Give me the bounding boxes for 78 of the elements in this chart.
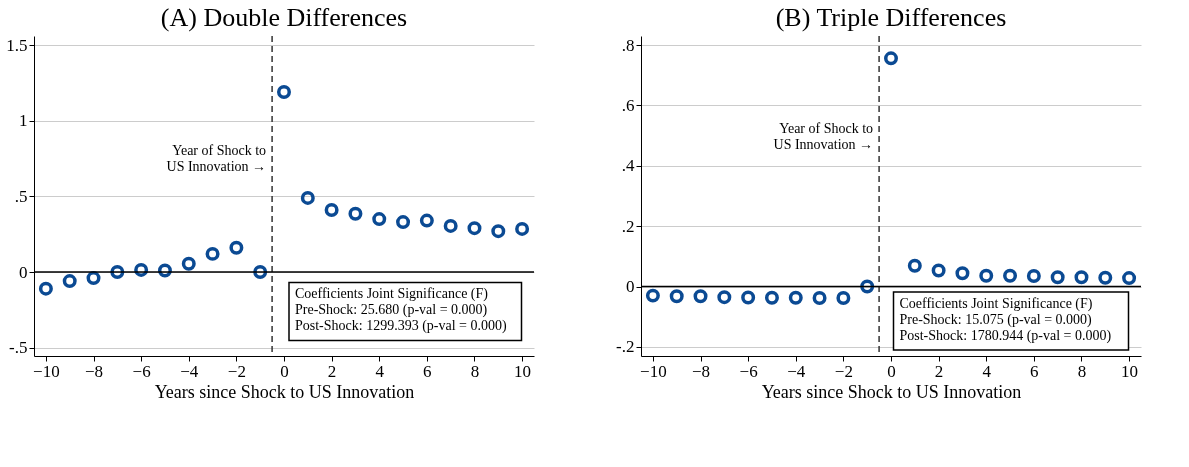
annotation: Coefficients Joint Significance (F) Pre-Shock: 25.680 (p-val = 0.000) Post-Shock: 1299.393 (p-val = 0.000) xyxy=(295,286,507,335)
point xyxy=(419,213,434,228)
x-tick-label: 2 xyxy=(934,361,944,381)
x-tick-label: 4 xyxy=(375,361,385,381)
x-tick-label: 10 xyxy=(1121,361,1139,381)
x-tick-label: 6 xyxy=(1030,361,1039,381)
point xyxy=(277,85,291,99)
point xyxy=(1074,270,1089,285)
y-tick-label: 0 xyxy=(19,262,28,282)
chart-title: (A) Double Differences xyxy=(160,3,408,33)
point xyxy=(205,246,220,261)
x-tick-label: −2 xyxy=(834,361,853,381)
x-tick-label: 10 xyxy=(514,361,532,381)
point xyxy=(1122,271,1137,286)
ref-line-label: Year of Shock to US Innovation → xyxy=(166,143,267,175)
point xyxy=(229,240,244,255)
y-tick-label: 1 xyxy=(19,111,28,131)
point xyxy=(443,218,458,233)
x-tick-label: 8 xyxy=(470,361,480,381)
point xyxy=(324,203,339,217)
x-tick-label: −8 xyxy=(84,361,104,381)
x-tick-label: −6 xyxy=(132,361,151,381)
chart-title: (B) Triple Differences xyxy=(775,3,1007,33)
point xyxy=(955,266,970,281)
point xyxy=(38,281,53,296)
x-tick-label: −2 xyxy=(227,361,246,381)
point xyxy=(86,271,101,286)
x-tick-label: −4 xyxy=(787,361,806,381)
point xyxy=(467,221,482,236)
point xyxy=(396,215,411,230)
x-tick-label: −4 xyxy=(180,361,199,381)
point xyxy=(979,268,994,283)
point xyxy=(181,256,196,271)
point xyxy=(812,291,827,306)
x-axis-title: Years since Shock to US Innovation xyxy=(154,381,415,402)
x-tick-label: 8 xyxy=(1077,361,1087,381)
y-tick-label: 0 xyxy=(626,277,635,297)
point xyxy=(372,212,387,227)
y-tick-label: .5 xyxy=(14,186,28,206)
point xyxy=(1050,270,1065,285)
point xyxy=(300,190,315,205)
point xyxy=(515,221,530,236)
x-axis-title: Years since Shock to US Innovation xyxy=(761,381,1022,402)
point xyxy=(907,258,922,273)
point xyxy=(348,206,363,221)
y-tick-label: .2 xyxy=(621,216,635,236)
point xyxy=(1098,270,1113,285)
y-tick-label: -.5 xyxy=(9,338,28,358)
point xyxy=(1003,268,1018,283)
point xyxy=(764,290,779,305)
x-tick-label: 0 xyxy=(887,361,896,381)
point xyxy=(491,224,506,239)
x-tick-label: 6 xyxy=(423,361,432,381)
point xyxy=(1026,269,1041,283)
point xyxy=(931,263,946,278)
x-tick-label: 4 xyxy=(982,361,992,381)
annotation: Coefficients Joint Significance (F) Pre-Shock: 15.075 (p-val = 0.000) Post-Shock: 1780.944 (p-val = 0.000) xyxy=(899,296,1112,344)
ref-line-label: Year of Shock to US Innovation → xyxy=(773,120,874,152)
y-tick-label: .4 xyxy=(621,156,635,176)
x-tick-label: −10 xyxy=(33,361,60,381)
y-tick-label: .6 xyxy=(621,95,635,115)
x-tick-label: 0 xyxy=(280,361,289,381)
point xyxy=(836,291,851,306)
x-tick-label: 2 xyxy=(327,361,337,381)
y-tick-label: -.2 xyxy=(616,337,635,357)
point xyxy=(788,290,803,305)
point xyxy=(62,274,77,289)
point xyxy=(884,51,898,66)
x-tick-label: −8 xyxy=(691,361,711,381)
point xyxy=(717,290,732,305)
point xyxy=(693,289,708,304)
y-tick-label: .8 xyxy=(621,35,635,55)
point xyxy=(645,288,660,303)
x-tick-label: −10 xyxy=(640,361,667,381)
x-tick-label: −6 xyxy=(739,361,758,381)
y-tick-label: 1.5 xyxy=(6,35,28,55)
point xyxy=(669,289,684,304)
point xyxy=(741,290,756,305)
